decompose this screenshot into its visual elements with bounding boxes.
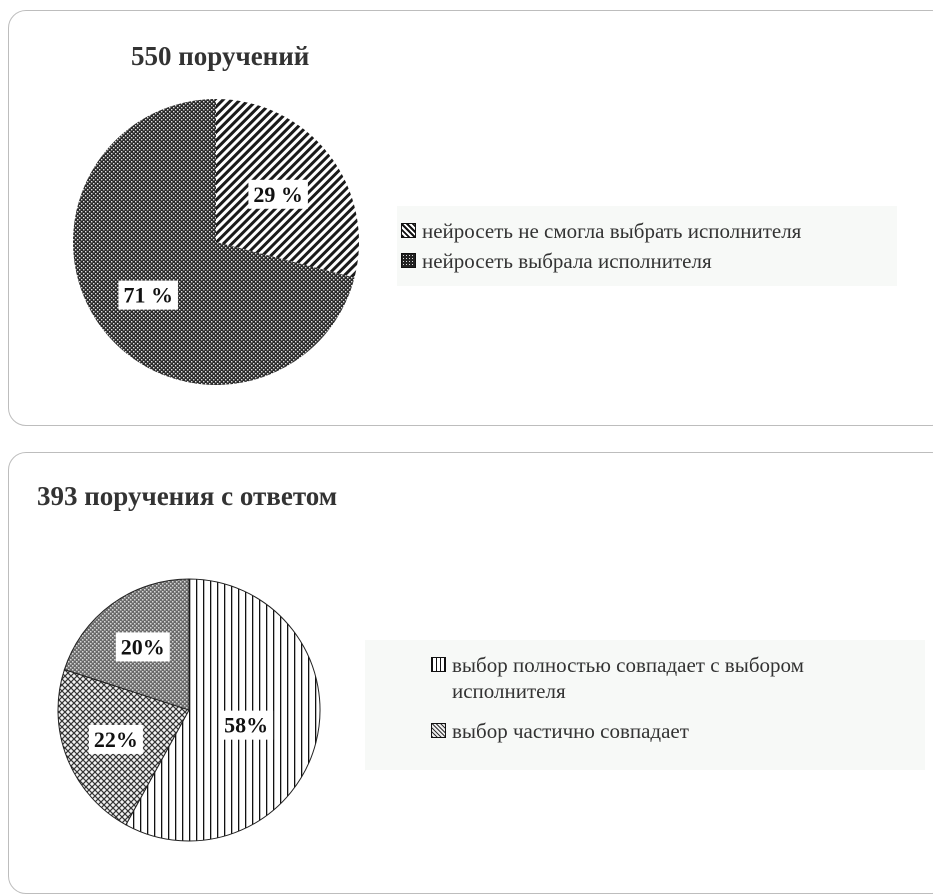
data-label-text: 58%: [224, 713, 268, 738]
data-label-text: 20%: [121, 634, 165, 659]
chart-panel-1: 550 поручений 29 % 71 % нейросеть не смог…: [8, 10, 933, 426]
legend-label: выбор полностью совпадает с выбором испо…: [452, 653, 804, 703]
data-label-box: [88, 724, 143, 754]
legend-item: нейросеть не смогла выбрать исполнителя: [401, 218, 801, 244]
legend-label: нейросеть не смогла выбрать исполнителя: [422, 219, 802, 243]
data-label-box: [248, 179, 308, 209]
data-label-box: [115, 632, 170, 662]
legend-swatch-dots: [401, 253, 416, 268]
data-label-text: 22%: [94, 727, 138, 752]
pie-chart-1: 29 % 71 %: [72, 99, 359, 386]
legend-item: нейросеть выбрала исполнителя: [401, 248, 712, 274]
chart-legend: выбор полностью совпадает с выбором испо…: [365, 640, 925, 770]
legend-swatch-diagonal: [401, 223, 416, 238]
data-label: 20%: [115, 632, 170, 662]
data-label-box: [219, 710, 274, 740]
chart-panel-2: 393 поручения с ответом 58% 22% 20% выбор …: [8, 452, 933, 894]
chart-legend: нейросеть не смогла выбрать исполнителя …: [397, 206, 897, 286]
data-label-box: [118, 280, 178, 310]
chart-title: 550 поручений: [131, 41, 310, 71]
pie-slice: [72, 99, 355, 386]
legend-label: выбор частично совпадает: [452, 719, 689, 743]
data-label-text: 29 %: [253, 182, 303, 207]
data-label-text: 71 %: [123, 283, 173, 308]
legend-swatch-crosshatch: [431, 723, 446, 738]
legend-label: нейросеть выбрала исполнителя: [422, 249, 712, 273]
pie-chart-2: 58% 22% 20%: [57, 578, 321, 842]
legend-item: выбор полностью совпадает с выбором испо…: [431, 652, 891, 704]
chart-title: 393 поручения с ответом: [37, 481, 338, 511]
data-label: 71 %: [118, 280, 178, 310]
legend-item: выбор частично совпадает: [431, 718, 689, 744]
pie-slice: [125, 578, 321, 842]
data-label: 29 %: [248, 179, 308, 209]
data-label: 22%: [88, 724, 143, 754]
legend-swatch-vertical: [431, 657, 446, 672]
data-label: 58%: [219, 710, 274, 740]
